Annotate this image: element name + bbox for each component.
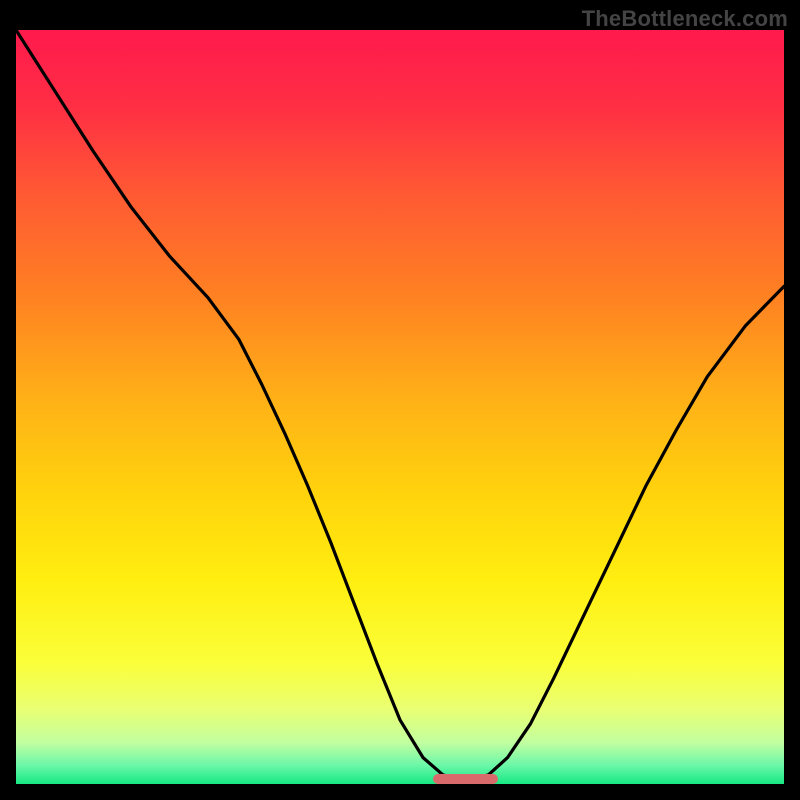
v-curve xyxy=(16,30,784,784)
bottleneck-marker xyxy=(433,774,498,784)
plot-panel xyxy=(16,30,784,784)
chart-frame: TheBottleneck.com xyxy=(0,0,800,800)
watermark-text: TheBottleneck.com xyxy=(582,6,788,32)
